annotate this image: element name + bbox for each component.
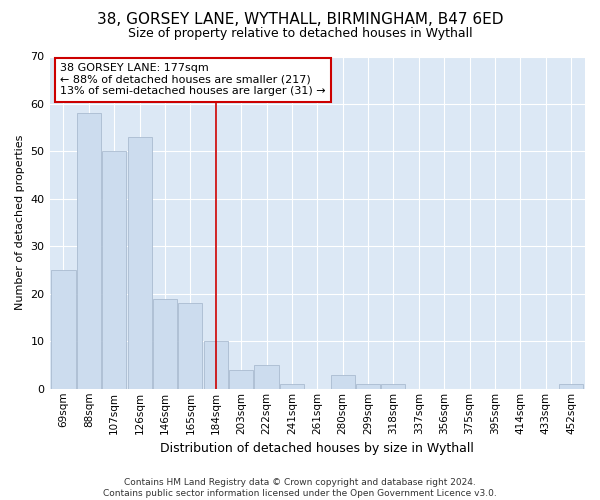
Bar	[77, 114, 101, 389]
Bar	[102, 152, 127, 389]
Bar	[331, 374, 355, 389]
Bar	[356, 384, 380, 389]
Bar	[254, 365, 278, 389]
X-axis label: Distribution of detached houses by size in Wythall: Distribution of detached houses by size …	[160, 442, 474, 455]
Bar	[280, 384, 304, 389]
Text: Contains HM Land Registry data © Crown copyright and database right 2024.
Contai: Contains HM Land Registry data © Crown c…	[103, 478, 497, 498]
Text: Size of property relative to detached houses in Wythall: Size of property relative to detached ho…	[128, 28, 472, 40]
Y-axis label: Number of detached properties: Number of detached properties	[15, 135, 25, 310]
Bar	[178, 304, 202, 389]
Bar	[52, 270, 76, 389]
Bar	[153, 298, 177, 389]
Bar	[229, 370, 253, 389]
Text: 38 GORSEY LANE: 177sqm
← 88% of detached houses are smaller (217)
13% of semi-de: 38 GORSEY LANE: 177sqm ← 88% of detached…	[60, 63, 326, 96]
Bar	[559, 384, 583, 389]
Text: 38, GORSEY LANE, WYTHALL, BIRMINGHAM, B47 6ED: 38, GORSEY LANE, WYTHALL, BIRMINGHAM, B4…	[97, 12, 503, 28]
Bar	[204, 342, 228, 389]
Bar	[128, 137, 152, 389]
Bar	[382, 384, 406, 389]
